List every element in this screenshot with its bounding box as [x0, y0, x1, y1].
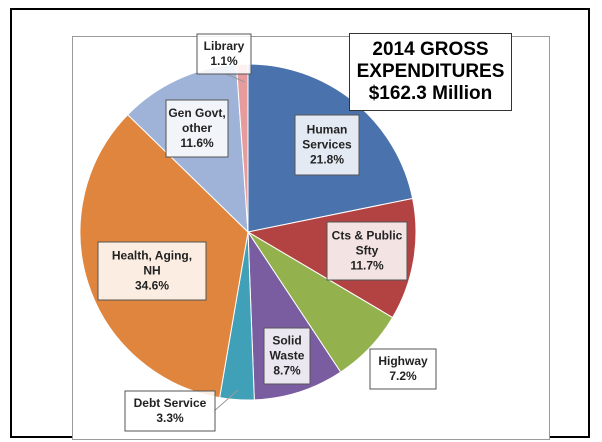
- slice-name-label-6: Gen Govt,: [168, 106, 225, 120]
- slice-label-box-2: [369, 348, 437, 390]
- leader-line-7: [225, 73, 246, 83]
- slice-name-label-5: NH: [143, 264, 160, 278]
- chart-title-box: 2014 GROSS EXPENDITURES $162.3 Million: [349, 33, 512, 111]
- slice-label-box-7: [196, 33, 252, 75]
- slice-label-box-3: [263, 327, 311, 385]
- slice-name-label-3: Waste: [270, 349, 305, 363]
- slice-value-label-7: 1.1%: [210, 54, 238, 68]
- slice-label-box-0: [294, 114, 360, 176]
- chart-title-line-2: EXPENDITURES: [356, 61, 505, 82]
- slice-label-box-4: [124, 390, 216, 432]
- leader-line-4: [212, 389, 239, 413]
- slice-name-label-4: Debt Service: [134, 396, 207, 410]
- slice-value-label-5: 34.6%: [135, 279, 169, 293]
- slice-name-label-5: Health, Aging,: [112, 249, 192, 263]
- slice-name-label-3: Solid: [272, 334, 301, 348]
- slice-label-box-6: [165, 99, 229, 158]
- slice-name-label-0: Services: [302, 138, 352, 152]
- slice-value-label-6: 11.6%: [180, 136, 214, 150]
- slice-value-label-3: 8.7%: [273, 364, 301, 378]
- slice-value-label-2: 7.2%: [389, 369, 417, 383]
- slice-value-label-1: 11.7%: [350, 259, 384, 273]
- chart-title-line-1: 2014 GROSS: [372, 39, 489, 60]
- slice-value-label-4: 3.3%: [156, 411, 184, 425]
- slice-name-label-7: Library: [204, 39, 245, 53]
- chart-title-line-3: $162.3 Million: [368, 83, 493, 104]
- slice-label-box-1: [326, 221, 408, 281]
- slice-label-box-5: [97, 241, 207, 301]
- slice-name-label-1: Sfty: [356, 244, 379, 258]
- slice-name-label-6: other: [182, 121, 212, 135]
- slice-value-label-0: 21.8%: [310, 153, 344, 167]
- slice-name-label-0: Human: [307, 123, 348, 137]
- slice-name-label-2: Highway: [378, 354, 428, 368]
- slice-name-label-1: Cts & Public: [332, 229, 403, 243]
